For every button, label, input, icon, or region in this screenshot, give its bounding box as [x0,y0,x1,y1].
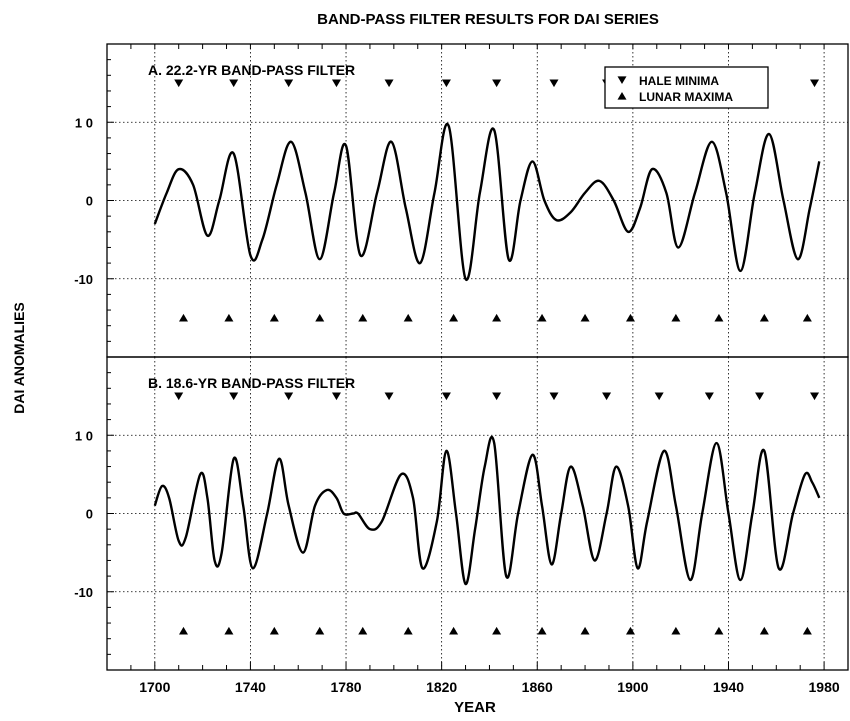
hale-minimum-marker [284,392,294,401]
lunar-maximum-marker [759,626,769,635]
panel-title: A. 22.2-YR BAND-PASS FILTER [148,62,355,78]
lunar-maximum-marker [537,626,547,635]
hale-minimum-marker [331,392,341,401]
legend-marker [617,76,627,85]
hale-minimum-marker [549,392,559,401]
lunar-maximum-marker [315,313,325,322]
series-line [153,122,821,282]
hale-minimum-marker [602,392,612,401]
hale-minimum-marker [755,392,765,401]
lunar-maximum-marker [580,313,590,322]
hale-minimum-marker [331,79,341,88]
lunar-maximum-marker [224,626,234,635]
lunar-maximum-marker [358,313,368,322]
hale-minimum-marker [441,392,451,401]
series-line [153,435,821,586]
lunar-maximum-marker [269,313,279,322]
legend-marker [617,91,627,100]
lunar-maximum-marker [403,626,413,635]
hale-minimum-marker [492,79,502,88]
hale-minimum-marker [704,392,714,401]
y-tick-label: 0 [86,194,93,209]
x-tick-label: 1940 [713,679,744,695]
y-axis-label: DAI ANOMALIES [11,302,27,413]
lunar-maximum-marker [759,313,769,322]
hale-minimum-marker [384,79,394,88]
lunar-maximum-marker [315,626,325,635]
lunar-maximum-marker [178,626,188,635]
hale-minimum-marker [810,79,820,88]
lunar-maximum-marker [671,626,681,635]
hale-minimum-marker [549,79,559,88]
lunar-maximum-marker [403,313,413,322]
hale-minimum-marker [810,392,820,401]
panel-title: B. 18.6-YR BAND-PASS FILTER [148,375,355,391]
hale-minimum-marker [654,392,664,401]
hale-minimum-marker [284,79,294,88]
hale-minimum-marker [492,392,502,401]
y-tick-label: -10 [74,585,93,600]
x-tick-label: 1900 [617,679,648,695]
lunar-maximum-marker [449,626,459,635]
y-tick-label: 0 [86,507,93,522]
lunar-maximum-marker [492,313,502,322]
lunar-maximum-marker [625,313,635,322]
x-tick-label: 1820 [426,679,457,695]
hale-minimum-marker [384,392,394,401]
lunar-maximum-marker [580,626,590,635]
legend-box [604,66,769,109]
lunar-maximum-marker [492,626,502,635]
lunar-maximum-marker [714,626,724,635]
lunar-maximum-marker [537,313,547,322]
lunar-maximum-marker [802,313,812,322]
lunar-maximum-marker [625,626,635,635]
y-tick-label: 1 0 [75,428,93,443]
y-tick-label: 1 0 [75,115,93,130]
hale-minimum-marker [229,79,239,88]
lunar-maximum-marker [178,313,188,322]
lunar-maximum-marker [224,313,234,322]
lunar-maximum-marker [358,626,368,635]
hale-minimum-marker [174,392,184,401]
x-tick-label: 1700 [139,679,170,695]
x-axis-label: YEAR [454,699,496,716]
chart-title: BAND-PASS FILTER RESULTS FOR DAI SERIES [317,11,659,28]
lunar-maximum-marker [671,313,681,322]
lunar-maximum-marker [269,626,279,635]
legend-label: LUNAR MAXIMA [639,90,733,104]
x-tick-label: 1780 [330,679,361,695]
hale-minimum-marker [174,79,184,88]
x-tick-label: 1860 [522,679,553,695]
lunar-maximum-marker [449,313,459,322]
lunar-maximum-marker [802,626,812,635]
y-tick-label: -10 [74,272,93,287]
x-tick-label: 1980 [809,679,840,695]
hale-minimum-marker [441,79,451,88]
x-tick-label: 1740 [235,679,266,695]
legend-label: HALE MINIMA [639,74,719,88]
lunar-maximum-marker [714,313,724,322]
plot-area: 1 0 0 -10 A. 22.2-YR BAND-PASS FILTER 1 0 0 -1… [74,43,849,695]
hale-minimum-marker [229,392,239,401]
